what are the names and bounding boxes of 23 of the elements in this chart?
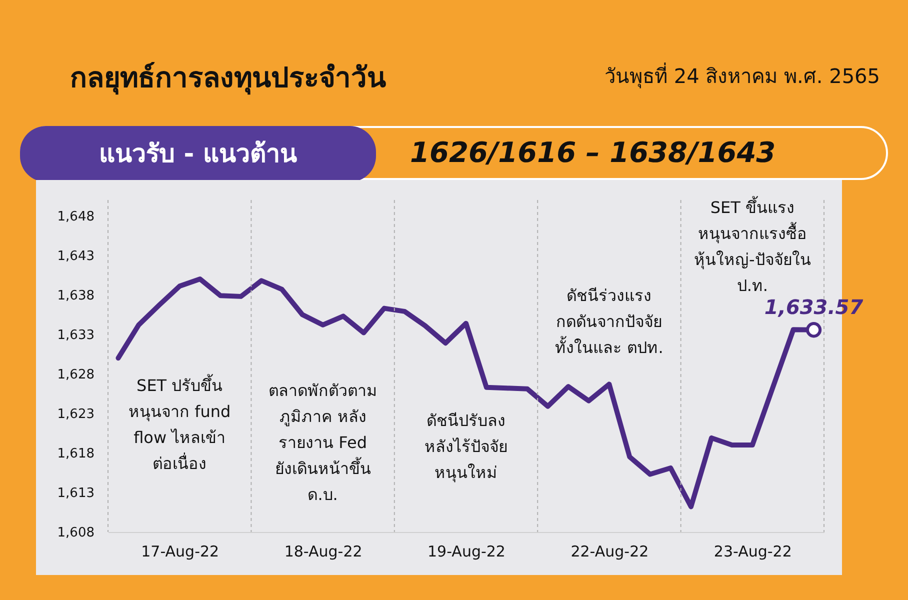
annotation: SET ขึ้นแรง หนุนจากแรงซื้อ หุ้นใหญ่-ปัจจัยใน ป.ท.: [694, 196, 811, 295]
y-tick-label: 1,633: [57, 328, 94, 343]
x-tick-label: 17-Aug-22: [141, 542, 220, 560]
text: 1626/1616 – 1638/1643: [410, 136, 776, 169]
y-tick-label: 1,613: [57, 486, 94, 501]
y-tick-label: 1,608: [57, 526, 94, 540]
chart-title: กลยุทธ์การลงทุนประจำวัน: [70, 60, 386, 97]
y-tick-label: 1,623: [57, 406, 94, 422]
x-tick-label: 19-Aug-22: [428, 542, 506, 560]
x-tick-label: 22-Aug-22: [570, 542, 649, 560]
y-tick-label: 1,638: [57, 288, 94, 304]
annotation: ตลาดพักตัวตาม ภูมิภาค หลัง รายงาน Fed ยังเดินหน้าขึ้น ด.บ.: [268, 381, 378, 504]
y-tick-label: 1,618: [57, 446, 94, 462]
y-tick-label: 1,628: [57, 367, 94, 382]
annotation: ดัชนีร่วงแรง กดดันจากปัจจัย ทั้งในและ ตปท.: [555, 286, 664, 357]
annotation: ดัชนีปรับลง หลังไร้ปัจจัย หนุนใหม่: [424, 411, 508, 483]
x-tick-label: 23-Aug-22: [714, 542, 792, 560]
text: แนวรับ - แนวต้าน: [20, 126, 376, 182]
y-tick-label: 1,643: [57, 248, 94, 264]
x-tick-label: 18-Aug-22: [284, 542, 362, 560]
chart-subtitle: วันพุธที่ 24 สิงหาคม พ.ศ. 2565: [604, 62, 880, 90]
annotation: SET ปรับขึ้น หนุนจาก fund flow ไหลเข้า ต่อเนื่อง: [128, 374, 231, 473]
y-tick-label: 1,648: [57, 209, 94, 224]
